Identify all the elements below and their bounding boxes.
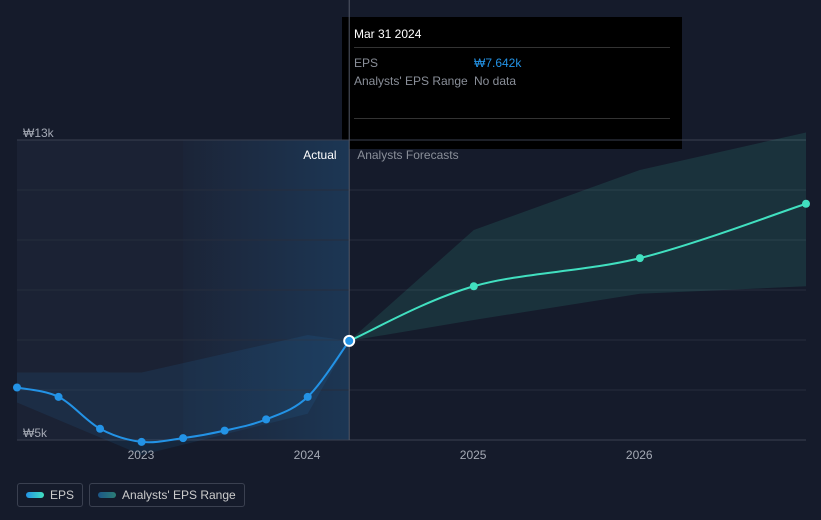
legend-item-range[interactable]: Analysts' EPS Range <box>89 483 245 507</box>
x-axis-tick: 2026 <box>626 448 653 462</box>
region-label-actual: Actual <box>303 148 336 162</box>
legend-label: EPS <box>50 488 74 502</box>
x-axis-tick: 2025 <box>460 448 487 462</box>
tooltip-row-label: Analysts' EPS Range <box>354 72 474 90</box>
legend-swatch <box>26 492 44 498</box>
legend-item-eps[interactable]: EPS <box>17 483 83 507</box>
y-axis-tick: ₩13k <box>23 126 54 140</box>
y-axis-tick: ₩5k <box>23 426 47 440</box>
x-axis-tick: 2024 <box>294 448 321 462</box>
region-label-forecast: Analysts Forecasts <box>357 148 458 162</box>
legend-label: Analysts' EPS Range <box>122 488 236 502</box>
tooltip-date: Mar 31 2024 <box>354 27 670 48</box>
tooltip-row-value: ₩7.642k <box>474 54 521 72</box>
legend-swatch <box>98 492 116 498</box>
x-axis-tick: 2023 <box>128 448 155 462</box>
tooltip-row-value: No data <box>474 72 516 90</box>
tooltip-row: Analysts' EPS RangeNo data <box>354 72 670 90</box>
tooltip-row: EPS₩7.642k <box>354 54 670 72</box>
tooltip-row-label: EPS <box>354 54 474 72</box>
eps-chart[interactable]: ₩13k₩5k2023202420252026ActualAnalysts Fo… <box>17 130 806 440</box>
chart-legend: EPS Analysts' EPS Range <box>17 483 245 507</box>
